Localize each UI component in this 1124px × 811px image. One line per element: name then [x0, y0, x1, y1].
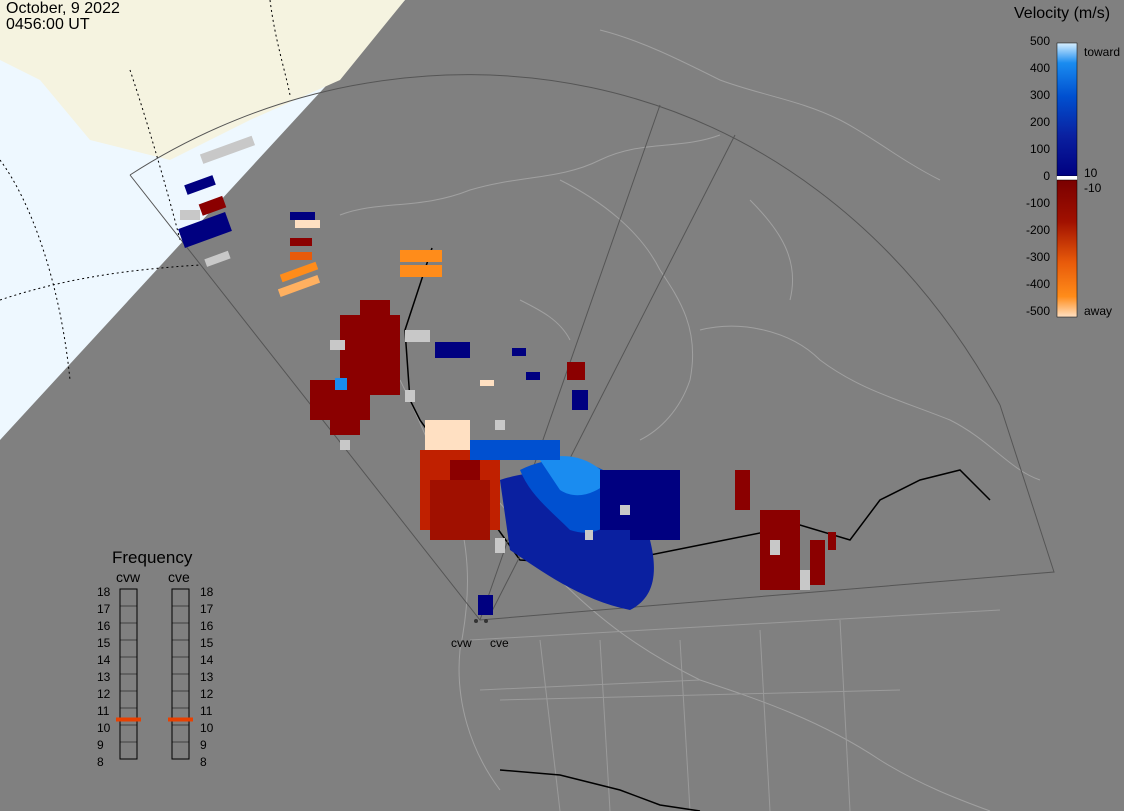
velocity-toward-cells — [178, 175, 680, 615]
colorbar-tick: 500 — [1029, 34, 1050, 48]
colorbar-tick: -500 — [1025, 304, 1050, 318]
colorbar-tick: 300 — [1029, 88, 1050, 102]
ground-scatter-cells — [180, 135, 810, 590]
frequency-scale-label-left: 12 — [97, 687, 111, 701]
colorbar-tick: 100 — [1029, 142, 1050, 156]
frequency-scale-label-left: 10 — [97, 721, 111, 735]
frequency-scale-label-left: 9 — [97, 738, 104, 752]
frequency-scale-label-right: 12 — [200, 687, 214, 701]
colorbar-title: Velocity (m/s) — [1014, 5, 1111, 22]
colorbar-tick: 400 — [1029, 61, 1050, 75]
frequency-scale-label-right: 10 — [200, 721, 214, 735]
radar-site-cvw — [474, 619, 478, 623]
frequency-scale-label-left: 16 — [97, 619, 111, 633]
frequency-header-cve: cve — [168, 569, 190, 585]
radar-label-cvw: cvw — [451, 636, 472, 650]
radar-site-cve — [484, 619, 488, 623]
frequency-scale-label-right: 8 — [200, 755, 207, 769]
frequency-marker-cvw — [116, 717, 141, 722]
velocity-colorbar — [1056, 42, 1078, 318]
frequency-header-cvw: cvw — [116, 569, 141, 585]
frequency-gridlines — [120, 605, 189, 743]
frequency-scale-label-right: 9 — [200, 738, 207, 752]
colorbar-inner-label: 10 — [1084, 166, 1098, 180]
frequency-scale-label-left: 11 — [97, 704, 110, 718]
frequency-scale-label-right: 11 — [200, 704, 213, 718]
colorbar-tick: -400 — [1025, 277, 1050, 291]
frequency-scale-label-left: 17 — [97, 602, 111, 616]
frequency-scale-label-right: 17 — [200, 602, 214, 616]
date-label: October, 9 2022 — [6, 0, 120, 17]
southern-border — [499, 769, 701, 811]
frequency-scale-label-right: 14 — [200, 653, 214, 667]
frequency-scale-label-right: 15 — [200, 636, 214, 650]
colorbar-tick: -200 — [1025, 223, 1050, 237]
graticule-lines — [0, 0, 291, 381]
frequency-scale-label-right: 18 — [200, 585, 214, 599]
frequency-scale-label-right: 16 — [200, 619, 214, 633]
colorbar-tick: 200 — [1029, 115, 1050, 129]
colorbar-toward-label: toward — [1084, 45, 1121, 59]
frequency-marker-cve — [168, 717, 193, 722]
time-label: 0456:00 UT — [6, 16, 90, 33]
colorbar-tick: -300 — [1025, 250, 1050, 264]
colorbar-away-label: away — [1084, 304, 1113, 318]
colorbar-tick: -100 — [1025, 196, 1050, 210]
frequency-scale-label-right: 13 — [200, 670, 214, 684]
colorbar-inner-label: -10 — [1084, 181, 1102, 195]
land-alaska-lit — [0, 0, 405, 160]
colorbar-tick: 0 — [1043, 169, 1050, 183]
radar-label-cve: cve — [490, 636, 509, 650]
frequency-scale-label-left: 13 — [97, 670, 111, 684]
frequency-title: Frequency — [112, 548, 193, 567]
frequency-scale-label-left: 14 — [97, 653, 111, 667]
borders — [469, 609, 1001, 811]
frequency-scale-label-left: 15 — [97, 636, 111, 650]
frequency-scale-label-left: 8 — [97, 755, 104, 769]
frequency-scale-label-left: 18 — [97, 585, 111, 599]
